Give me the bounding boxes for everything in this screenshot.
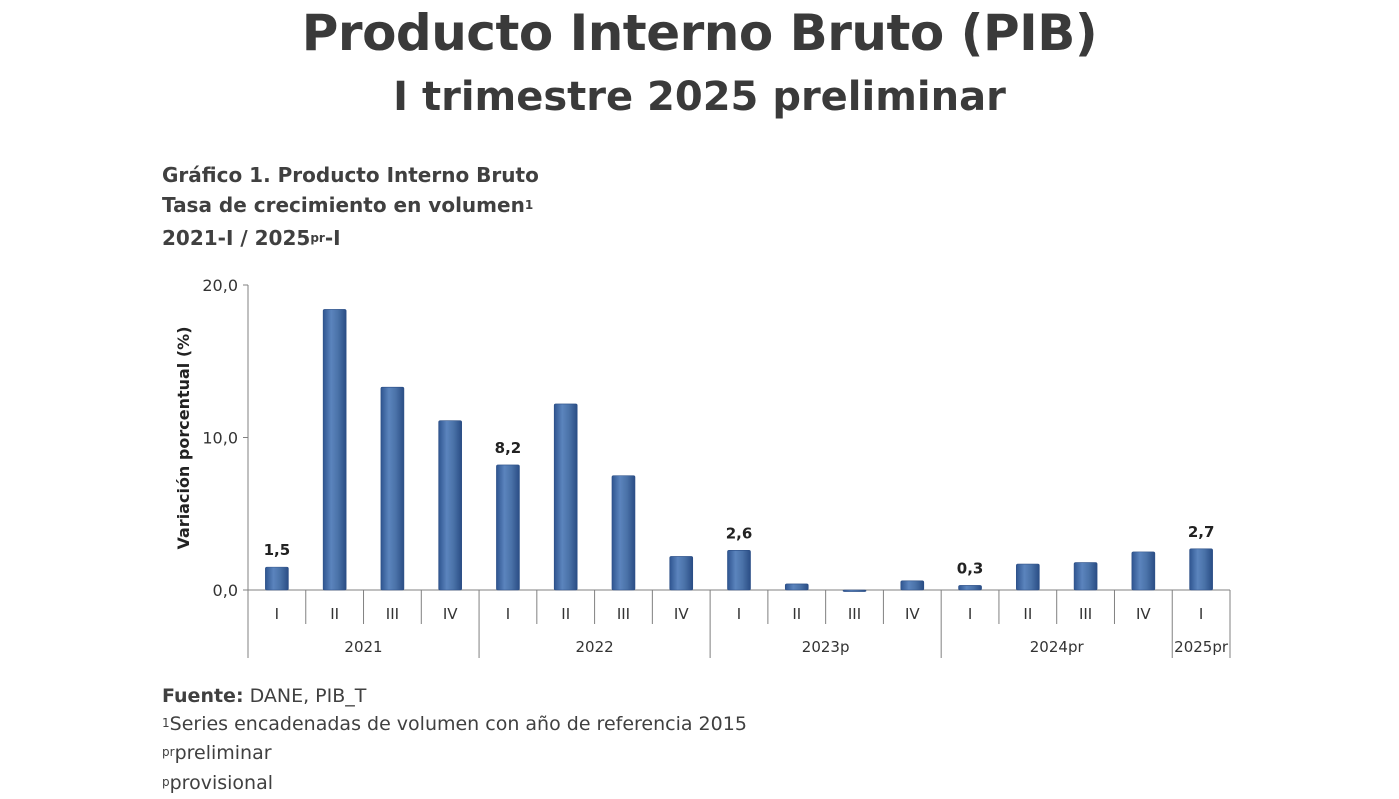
y-tick-label: 10,0: [202, 429, 238, 448]
x-tick-label: IV: [443, 605, 458, 623]
bar: [554, 404, 577, 590]
bar: [265, 567, 288, 590]
y-tick-label: 20,0: [202, 276, 238, 295]
x-tick-label: III: [617, 605, 630, 623]
y-tick-label: 0,0: [213, 581, 238, 600]
x-tick-label: IV: [905, 605, 920, 623]
group-label: 2022: [575, 638, 613, 656]
bar: [1190, 549, 1213, 590]
footnote-2: prpreliminar: [162, 740, 747, 770]
bar: [381, 387, 404, 590]
x-tick-label: III: [386, 605, 399, 623]
bar: [439, 421, 462, 590]
data-label: 8,2: [495, 439, 522, 457]
footnote-3-sup: p: [162, 775, 170, 789]
bar: [843, 590, 866, 592]
bar: [785, 584, 808, 590]
bar: [496, 465, 519, 590]
bar: [728, 550, 751, 590]
footnote-2-sup: pr: [162, 745, 175, 759]
data-label: 2,7: [1188, 523, 1215, 541]
footnote-1: 1Series encadenadas de volumen con año d…: [162, 711, 747, 741]
x-tick-label: III: [1079, 605, 1092, 623]
footnote-3-text: provisional: [170, 772, 273, 794]
data-label: 0,3: [957, 559, 984, 577]
y-axis-label: Variación porcentual (%): [174, 326, 193, 549]
group-label: 2023p: [802, 638, 850, 656]
x-tick-label: I: [506, 605, 510, 623]
footnote-3: pprovisional: [162, 770, 747, 799]
bar: [323, 309, 346, 590]
x-tick-label: II: [1023, 605, 1032, 623]
source-text: DANE, PIB_T: [244, 685, 367, 707]
footnote-1-sup: 1: [162, 716, 170, 730]
x-tick-label: I: [1199, 605, 1203, 623]
bar: [959, 585, 982, 590]
bar: [612, 476, 635, 590]
data-label: 2,6: [726, 524, 753, 542]
group-label: 2021: [344, 638, 382, 656]
source-note: Fuente: DANE, PIB_T: [162, 683, 747, 711]
x-tick-label: II: [330, 605, 339, 623]
footnote-1-text: Series encadenadas de volumen con año de…: [170, 713, 747, 735]
bar: [1016, 564, 1039, 590]
footnote-2-text: preliminar: [175, 742, 272, 764]
source-label: Fuente:: [162, 685, 244, 707]
x-tick-label: I: [968, 605, 972, 623]
bar: [1132, 552, 1155, 590]
x-tick-label: IV: [674, 605, 689, 623]
bar: [901, 581, 924, 590]
x-tick-label: II: [561, 605, 570, 623]
x-tick-label: I: [737, 605, 741, 623]
chart-notes: Fuente: DANE, PIB_T 1Series encadenadas …: [162, 683, 747, 799]
data-label: 1,5: [264, 541, 291, 559]
x-tick-label: III: [848, 605, 861, 623]
group-label: 2024pr: [1030, 638, 1085, 656]
x-tick-label: IV: [1136, 605, 1151, 623]
x-tick-label: I: [275, 605, 279, 623]
bar: [670, 556, 693, 590]
bar: [1074, 563, 1097, 590]
x-tick-label: II: [792, 605, 801, 623]
group-label: 2025pr: [1174, 638, 1229, 656]
